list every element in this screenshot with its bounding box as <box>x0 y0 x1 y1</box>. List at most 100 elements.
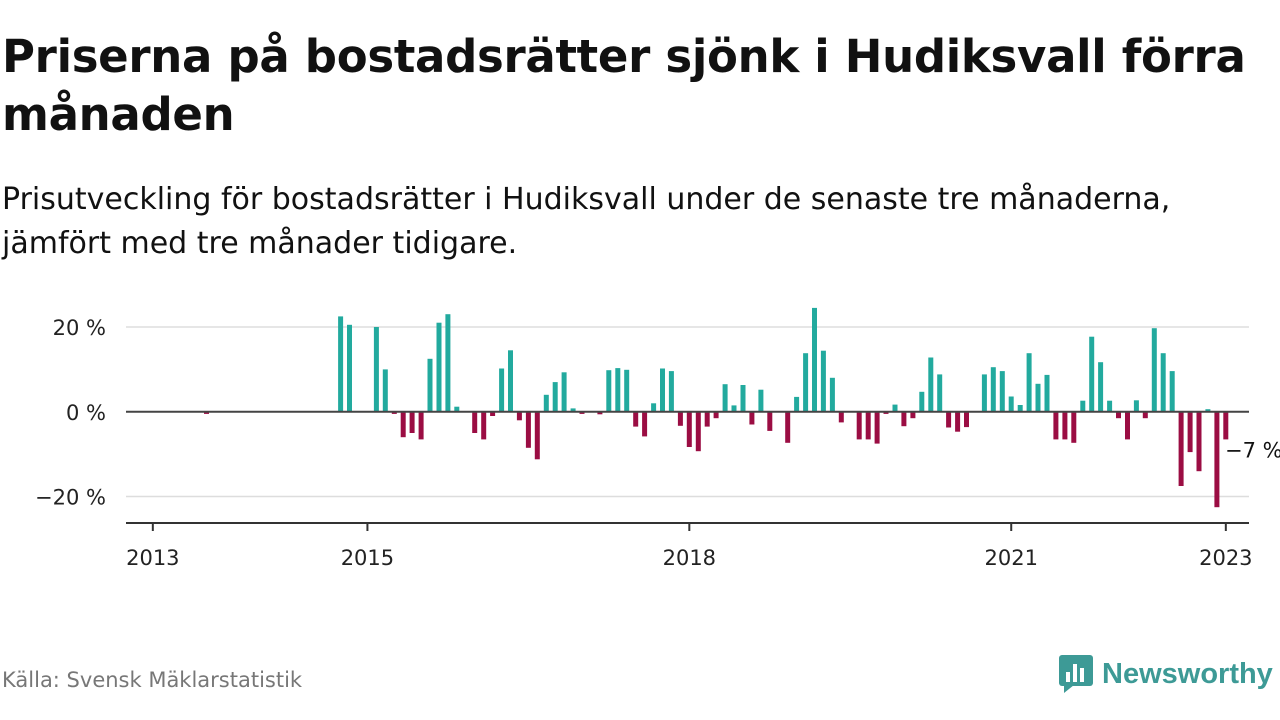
last-value-annotation: −7 % <box>1225 438 1280 462</box>
bar <box>1008 396 1014 412</box>
bar <box>660 368 665 412</box>
x-tick-label: 2023 <box>1199 546 1252 570</box>
bar <box>1053 411 1059 440</box>
bar <box>633 411 639 427</box>
bar <box>713 411 719 419</box>
bar <box>704 411 710 427</box>
bar <box>749 411 755 425</box>
source-note: Källa: Svensk Mäklarstatistik <box>2 668 303 692</box>
bar <box>400 411 406 438</box>
bar <box>677 411 683 426</box>
bar <box>946 411 952 428</box>
bar-chart-speech-bubble-icon <box>1059 655 1093 693</box>
bar <box>794 396 800 412</box>
bar <box>534 411 540 460</box>
y-tick-label: 0 % <box>66 401 106 425</box>
bar <box>820 350 826 412</box>
bar <box>508 350 513 412</box>
bar <box>347 324 352 412</box>
x-tick-label: 2021 <box>984 546 1037 570</box>
bar <box>579 411 585 414</box>
bar <box>409 411 415 433</box>
bar <box>499 368 505 412</box>
bar <box>1214 411 1220 508</box>
chart-subtitle: Prisutveckling för bostadsrätter i Hudik… <box>2 182 1171 261</box>
bar <box>785 411 791 443</box>
bar <box>391 411 397 414</box>
bar <box>964 411 969 428</box>
bar <box>838 411 844 423</box>
bar <box>1026 353 1032 412</box>
bar <box>829 377 835 412</box>
y-tick-label: −20 % <box>35 486 106 510</box>
bar <box>990 367 996 412</box>
bar <box>445 314 451 412</box>
bar <box>472 411 478 433</box>
y-tick-label: 20 % <box>53 316 106 340</box>
bar <box>624 369 630 412</box>
bar <box>874 411 880 444</box>
bar <box>427 358 433 412</box>
bar <box>1151 328 1157 412</box>
bar <box>525 411 531 448</box>
bar <box>686 411 692 447</box>
bar <box>1187 411 1193 453</box>
bar <box>1080 400 1086 412</box>
brand-name: Newsworthy <box>1102 657 1273 690</box>
bar <box>919 391 925 412</box>
bar <box>1098 362 1104 412</box>
bar <box>606 370 612 412</box>
bar <box>1125 411 1130 440</box>
bar <box>615 368 621 412</box>
bar <box>543 394 549 412</box>
x-tick-label: 2013 <box>126 546 179 570</box>
bar <box>758 389 764 412</box>
bar <box>1142 411 1148 419</box>
x-tick-label: 2018 <box>663 546 716 570</box>
bar <box>490 411 496 416</box>
bar <box>928 357 934 412</box>
bar <box>955 411 961 432</box>
bar <box>454 406 460 412</box>
bar <box>1035 383 1041 412</box>
bar <box>516 411 522 421</box>
bar <box>382 369 388 412</box>
bar <box>999 371 1005 412</box>
bar <box>1071 411 1077 443</box>
bar <box>865 411 871 440</box>
bar <box>481 411 487 440</box>
bar <box>1062 411 1068 440</box>
bar <box>668 371 674 412</box>
bar <box>731 405 737 412</box>
bar <box>812 307 817 412</box>
bar <box>570 408 576 412</box>
bar <box>937 374 943 412</box>
bar <box>856 411 862 440</box>
bar <box>892 404 898 412</box>
bar <box>1089 336 1095 412</box>
x-tick-label: 2015 <box>341 546 394 570</box>
bar <box>1178 411 1184 486</box>
bar <box>1044 374 1050 412</box>
bar <box>1116 411 1121 419</box>
bar <box>642 411 648 437</box>
newsworthy-brand: Newsworthy <box>1058 654 1273 694</box>
bar <box>373 327 379 412</box>
bar <box>1160 353 1166 412</box>
bar <box>901 411 907 427</box>
bar <box>418 411 424 440</box>
bar <box>883 411 889 414</box>
bar <box>740 385 746 412</box>
bar <box>561 372 567 412</box>
bar <box>204 411 209 414</box>
bar <box>1017 405 1023 412</box>
bar <box>695 411 701 452</box>
bar <box>1205 409 1211 412</box>
bar <box>1133 400 1139 412</box>
bar <box>338 316 344 412</box>
bar <box>1196 411 1202 472</box>
bar <box>803 353 809 412</box>
chart-title: Priserna på bostadsrätter sjönk i Hudiks… <box>2 30 1246 141</box>
price-change-bar-chart: 20 % 0 % −20 % 2013 2015 2018 2021 2023 −7 % <box>35 307 1280 570</box>
bar <box>436 322 442 412</box>
